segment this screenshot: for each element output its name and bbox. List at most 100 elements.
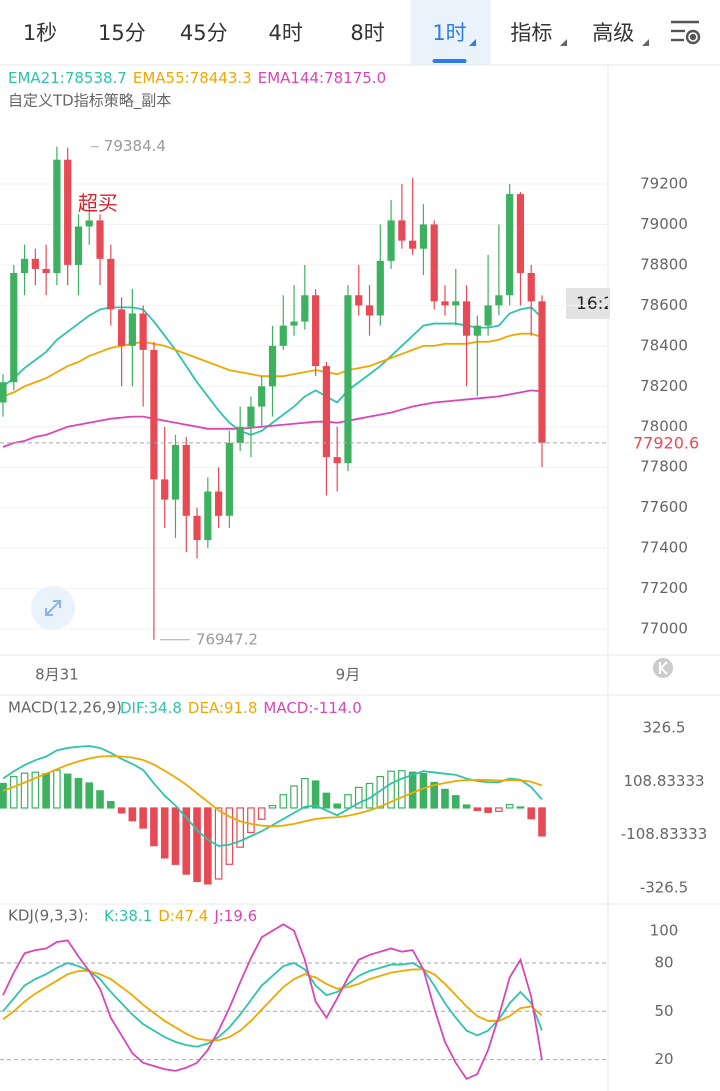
annotation: 超买 bbox=[78, 191, 118, 215]
candle-body bbox=[398, 220, 406, 241]
tab[interactable]: 指标 bbox=[510, 21, 552, 45]
macd-bar bbox=[268, 804, 277, 809]
candle-body bbox=[484, 305, 492, 326]
legend: K:38.1 D:47.4 J:19.6 bbox=[104, 907, 257, 925]
macd-bar bbox=[236, 807, 244, 848]
y-tick-label: 79000 bbox=[640, 215, 688, 233]
collapse-button[interactable] bbox=[653, 658, 673, 678]
indicator-line bbox=[2, 961, 543, 1048]
macd-bar bbox=[63, 773, 72, 809]
candle-body bbox=[139, 313, 147, 350]
y-tick-label: 77400 bbox=[640, 539, 688, 557]
settings-icon[interactable] bbox=[671, 20, 701, 45]
y-tick-label: 79200 bbox=[640, 174, 688, 192]
legend-entry: EMA55:78443.3 bbox=[133, 69, 252, 87]
macd-bar bbox=[214, 807, 223, 880]
candle-body bbox=[409, 240, 417, 249]
macd-bar bbox=[0, 782, 7, 809]
candle-body bbox=[290, 321, 298, 326]
candle-body bbox=[312, 295, 320, 367]
candle-body bbox=[161, 479, 169, 500]
macd-bar bbox=[301, 777, 309, 809]
candle-body bbox=[376, 260, 384, 316]
time-label-box bbox=[566, 288, 610, 319]
candle-body bbox=[247, 406, 255, 427]
candle-body bbox=[42, 268, 50, 273]
macd-bar bbox=[344, 794, 352, 809]
macd-bar bbox=[171, 807, 180, 865]
macd-bar bbox=[354, 786, 363, 809]
y-tick-label: 78600 bbox=[640, 296, 688, 314]
indicator-line bbox=[2, 755, 543, 828]
macd-bar bbox=[290, 785, 298, 809]
macd-bar bbox=[128, 807, 137, 822]
tab[interactable]: 15分 bbox=[98, 21, 146, 45]
candle-body bbox=[473, 325, 481, 336]
candle-body bbox=[64, 159, 72, 265]
tab[interactable]: 4时 bbox=[269, 21, 303, 45]
expand-button[interactable] bbox=[31, 586, 75, 630]
y-tick-label: 78800 bbox=[640, 255, 688, 273]
candle-body bbox=[355, 295, 363, 306]
candle-body bbox=[20, 258, 29, 273]
candle-body bbox=[85, 220, 93, 227]
tab[interactable]: 1秒 bbox=[23, 21, 57, 45]
y-tick-label: 326.5 bbox=[643, 718, 686, 736]
subtitle: 自定义TD指标策略_副本 bbox=[8, 92, 171, 111]
candle-body bbox=[150, 349, 158, 480]
macd-bar bbox=[85, 782, 94, 809]
macd-bar bbox=[441, 788, 449, 809]
candle-body bbox=[506, 194, 514, 296]
macd-bar bbox=[74, 777, 83, 809]
y-tick-label: 100 bbox=[650, 921, 679, 939]
macd-bar bbox=[247, 807, 255, 834]
candle-body bbox=[236, 426, 244, 443]
macd-bar bbox=[204, 807, 212, 885]
candle-body bbox=[171, 444, 180, 500]
macd-bar bbox=[53, 769, 61, 809]
tab[interactable]: 高级 bbox=[592, 21, 634, 45]
macd-bar bbox=[398, 770, 406, 809]
macd-bar bbox=[495, 807, 503, 812]
tab-highlight bbox=[410, 0, 491, 65]
macd-bar bbox=[484, 807, 492, 813]
macd-bar bbox=[42, 773, 50, 809]
macd-bar bbox=[462, 804, 471, 809]
macd-bar bbox=[9, 776, 18, 809]
candle-body bbox=[74, 226, 83, 265]
x-tick-label: 9月 bbox=[336, 666, 361, 684]
macd-bar bbox=[106, 800, 115, 809]
candle-body bbox=[538, 301, 546, 443]
tab-indicator bbox=[432, 59, 467, 63]
tab[interactable]: 1时 bbox=[432, 21, 466, 45]
dropdown-arrow bbox=[560, 39, 567, 46]
tab[interactable]: 45分 bbox=[180, 21, 228, 45]
candle-body bbox=[128, 313, 136, 346]
candle-body bbox=[452, 301, 460, 306]
y-tick-label: 77000 bbox=[640, 620, 688, 638]
plot-area bbox=[0, 745, 546, 885]
indicator-line bbox=[2, 923, 543, 1081]
macd-bar bbox=[139, 807, 147, 829]
legend-entry: K:38.1 bbox=[104, 907, 152, 925]
macd-bar bbox=[473, 807, 482, 812]
x-tick-label: 8月31 bbox=[35, 666, 79, 684]
macd-bar bbox=[193, 807, 201, 883]
y-tick-label: 77800 bbox=[640, 458, 688, 476]
tab[interactable]: 8时 bbox=[350, 21, 384, 45]
indicator-line bbox=[2, 306, 543, 436]
panel-title: MACD(12,26,9) bbox=[8, 699, 122, 717]
dropdown-arrow bbox=[469, 39, 476, 46]
candle-body bbox=[441, 301, 449, 306]
macd-bar bbox=[311, 780, 320, 809]
candle-body bbox=[419, 224, 428, 249]
candle-body bbox=[527, 272, 535, 302]
legend: DIF:34.8 DEA:91.8 MACD:-114.0 bbox=[120, 699, 362, 717]
indicator-line bbox=[2, 389, 543, 448]
y-tick-label: 78200 bbox=[640, 377, 688, 395]
candle-body bbox=[0, 382, 7, 403]
y-tick-label: 50 bbox=[654, 1002, 673, 1020]
macd-bar bbox=[333, 803, 341, 809]
tab-bar: 1秒 15分 45分 4时 8时 1时 指标 高级 bbox=[23, 0, 634, 65]
candle-body bbox=[462, 301, 471, 336]
